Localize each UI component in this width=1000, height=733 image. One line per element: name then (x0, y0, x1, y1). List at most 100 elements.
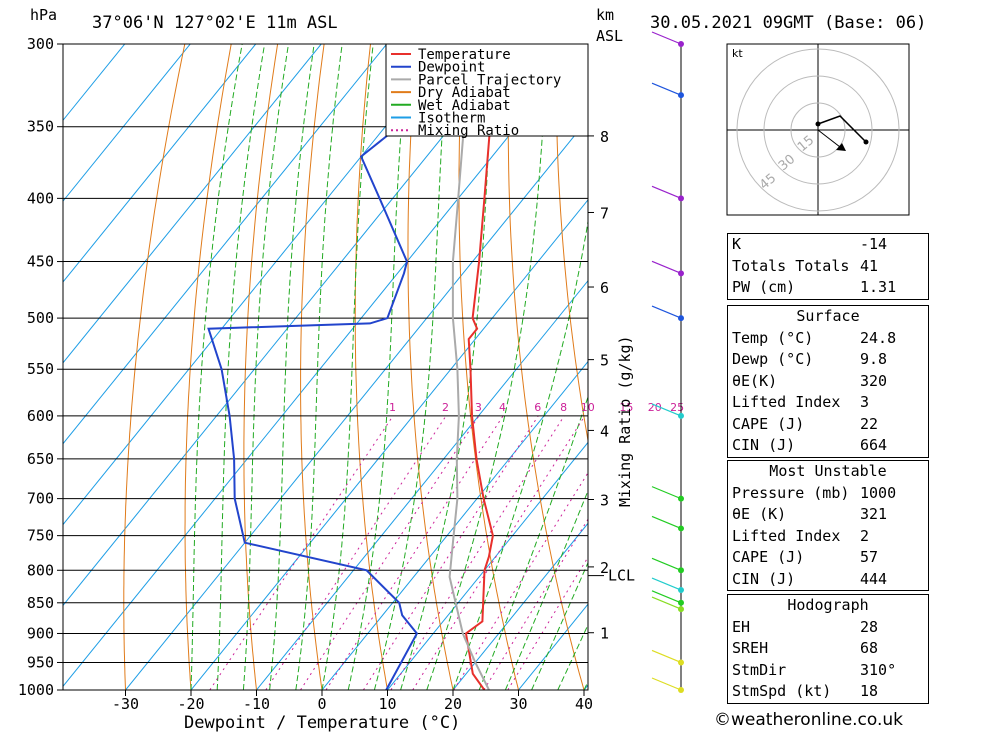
mu-pressure-value: 1000 (860, 483, 897, 502)
cin-value: 664 (860, 436, 888, 454)
eh-value: 28 (860, 617, 879, 636)
wind-barb (651, 185, 682, 199)
dry-adiabat-line (123, 44, 186, 690)
isotherm-line (63, 44, 388, 445)
wet-adiabat-line (504, 489, 588, 690)
wind-barb (651, 596, 682, 610)
isotherm-line (255, 279, 588, 690)
mu-li-value: 2 (860, 526, 870, 545)
temperature-tick-label: 0 (317, 695, 326, 713)
wind-level-dot (678, 270, 684, 277)
mu-title: Most Unstable (769, 462, 887, 480)
km-tick-label: 6 (600, 279, 609, 297)
stmspd-value: 18 (860, 682, 879, 700)
dry-adiabat-line (956, 0, 1000, 716)
hodograph-point (863, 139, 869, 145)
stmspd-label: StmSpd (kt) (732, 682, 832, 700)
isotherm-line (63, 44, 191, 202)
lcl-label: LCL (608, 567, 635, 585)
surface-title: Surface (796, 307, 860, 325)
hpa-unit-label: hPa (30, 6, 57, 24)
pressure-tick-label: 550 (27, 360, 54, 378)
mu-theta-value: 321 (860, 505, 888, 523)
legend-label: Dry Adiabat (418, 85, 511, 101)
hodograph-unit: kt (732, 47, 743, 60)
pressure-tick-label: 300 (27, 35, 54, 53)
temp-label: Temp (°C) (732, 328, 814, 347)
dry-adiabat-line (300, 44, 325, 690)
pressure-tick-label: 700 (27, 490, 54, 508)
mixing-ratio-tick-label: 4 (499, 401, 506, 414)
plot-frame (62, 43, 589, 691)
pressure-tick-label: 400 (27, 189, 54, 207)
temperature-tick-label: 40 (575, 695, 593, 713)
wind-level-dot (678, 599, 684, 606)
wind-level-dot (678, 41, 684, 47)
wet-adiabat-line (295, 44, 343, 690)
km-tick-label: 5 (600, 352, 609, 370)
km-unit-label: km (596, 6, 614, 24)
pressure-tick-label: 800 (27, 561, 54, 579)
credit-link[interactable]: ©weatheronline.co.uk (714, 710, 904, 730)
mixing-ratio-tick-label: 8 (560, 401, 567, 414)
mixing-ratio-tick-label: 2 (442, 401, 449, 414)
isotherm-line (386, 441, 588, 690)
mixing-ratio-line (300, 415, 480, 690)
km-tick-label: 2 (600, 559, 609, 577)
hodograph-ring (790, 102, 846, 158)
pw-label: PW (cm) (732, 278, 796, 296)
legend-label: Isotherm (418, 111, 485, 127)
wet-adiabat-line (269, 44, 315, 690)
x-axis-title: Dewpoint / Temperature (°C) (184, 713, 460, 733)
dewpoint-series-line (207, 44, 426, 690)
wind-barb (651, 31, 682, 45)
wind-level-dot (678, 587, 684, 594)
legend-label: Wet Adiabat (418, 98, 511, 114)
wind-barb (651, 403, 682, 417)
temperature-tick-label: 30 (509, 695, 527, 713)
mu-theta-label: θE (K) (732, 505, 787, 523)
tt-label: Totals Totals (732, 256, 850, 275)
wet-adiabat-line (321, 44, 374, 690)
sreh-label: SREH (732, 639, 769, 657)
temperature-tick-label: -30 (112, 695, 139, 713)
wind-level-dot (678, 606, 684, 613)
mixing-ratio-axis-title: Mixing Ratio (g/kg) (616, 335, 634, 507)
location-title: 37°06'N 127°02'E 11m ASL (92, 13, 338, 33)
hodograph-ring (736, 48, 900, 212)
cin-label: CIN (J) (732, 436, 796, 454)
wind-level-dot (678, 412, 684, 419)
stmdir-label: StmDir (732, 660, 787, 679)
hodo-title: Hodograph (787, 596, 869, 614)
pressure-tick-label: 1000 (18, 681, 54, 699)
mu-cape-label: CAPE (J) (732, 548, 805, 566)
km-tick-label: 1 (600, 625, 609, 643)
wet-adiabat-line (373, 44, 449, 690)
mixing-ratio-tick-label: 3 (475, 401, 482, 414)
stmdir-value: 310° (860, 660, 897, 679)
pressure-tick-label: 500 (27, 309, 54, 327)
temp-value: 24.8 (860, 328, 897, 347)
wet-adiabat-line (426, 44, 549, 690)
hodograph-trace (817, 115, 867, 143)
legend-label: Parcel Trajectory (418, 72, 561, 88)
index-table: K -14 Totals Totals 41 PW (cm) 1.31 (727, 233, 929, 300)
isotherm-line (63, 44, 322, 364)
wind-level-dot (678, 525, 684, 532)
mixing-ratio-tick-label: 1 (389, 401, 396, 414)
asl-unit-label: ASL (596, 27, 623, 45)
hodograph-ring (763, 75, 873, 185)
wind-barb (651, 82, 682, 96)
wind-barb (651, 677, 682, 691)
mu-cin-value: 444 (860, 569, 888, 588)
parcel-trajectory-series-line (448, 44, 490, 690)
mu-li-label: Lifted Index (732, 526, 841, 545)
wind-barb (651, 649, 682, 664)
isotherm-line (63, 44, 126, 122)
pressure-tick-label: 350 (27, 118, 54, 136)
km-tick-label: 7 (600, 204, 609, 222)
mixing-ratio-line (453, 471, 588, 690)
